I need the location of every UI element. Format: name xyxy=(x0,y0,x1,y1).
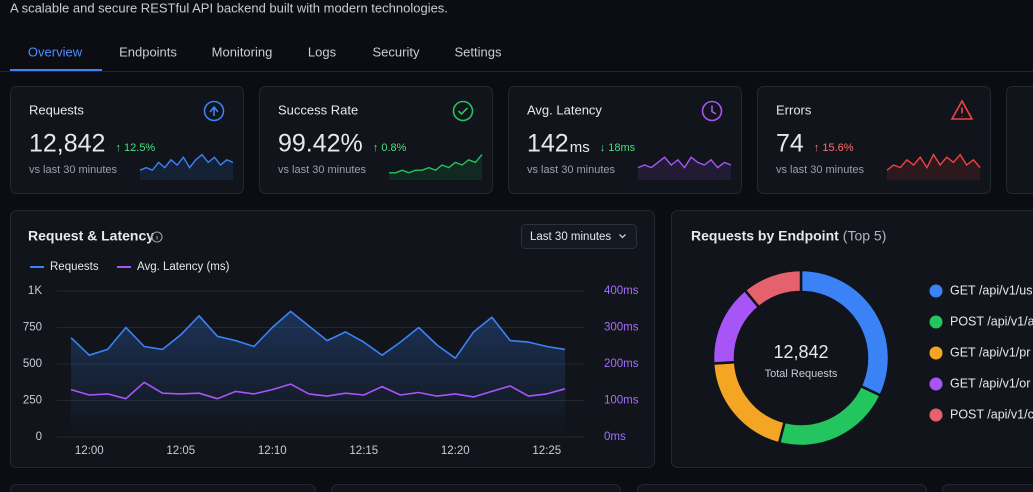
kpi-title: Avg. Latency xyxy=(527,102,602,117)
sparkline-area xyxy=(389,154,482,180)
sparkline xyxy=(389,154,483,174)
x-tick-label: 12:20 xyxy=(441,445,470,457)
errors-icon xyxy=(950,99,974,120)
kpi-value: 99.42% xyxy=(278,130,363,158)
y-tick-label: 750 xyxy=(23,322,42,334)
legend-label: Avg. Latency (ms) xyxy=(137,261,230,273)
card xyxy=(331,484,621,492)
period-dropdown[interactable] xyxy=(521,224,637,249)
tab[interactable]: Logs xyxy=(308,44,337,59)
y-tick-label: 250 xyxy=(23,395,42,407)
kpi-title: Success Rate xyxy=(278,102,358,117)
kpi-card xyxy=(10,86,244,194)
kpi-value: 74 xyxy=(776,130,804,158)
y2-tick-label: 200ms xyxy=(604,358,639,370)
x-tick-label: 12:05 xyxy=(166,445,195,457)
legend-label: Requests xyxy=(50,261,99,273)
sparkline-area xyxy=(140,154,233,180)
sparkline xyxy=(637,156,732,169)
x-tick-label: 12:25 xyxy=(532,445,561,457)
info-icon xyxy=(151,231,163,243)
panel-title: Requests by Endpoint xyxy=(691,228,839,244)
legend-label: GET /api/v1/or xyxy=(950,376,1030,390)
sparkline xyxy=(886,153,981,171)
legend-label: GET /api/v1/use xyxy=(950,283,1033,297)
kpi-note: vs last 30 minutes xyxy=(29,164,118,176)
y-tick-label: 1K xyxy=(28,285,42,297)
period-label[interactable]: Last 30 minutes xyxy=(530,231,611,243)
y-tick-label: 500 xyxy=(23,358,42,370)
sparkline-area xyxy=(887,154,980,180)
kpi-note: vs last 30 minutes xyxy=(278,164,367,176)
kpi-note: vs last 30 minutes xyxy=(776,164,865,176)
kpi-change: ↑ 15.6% xyxy=(814,142,854,154)
dropdown-chevron[interactable] xyxy=(619,234,626,239)
latency-icon xyxy=(701,100,723,122)
kpi-value: 12,842 xyxy=(29,130,105,158)
kpi-change: ↑ 12.5% xyxy=(115,142,155,154)
kpi-card xyxy=(757,86,991,194)
legend-label: POST /api/v1/c xyxy=(950,407,1033,421)
x-tick-label: 12:10 xyxy=(258,445,287,457)
line-series xyxy=(70,310,566,359)
x-tick-label: 12:00 xyxy=(75,445,104,457)
legend-swatch xyxy=(929,408,943,422)
kpi-card xyxy=(1006,86,1033,194)
card xyxy=(942,484,1033,492)
sparkline xyxy=(139,153,234,172)
kpi-value: 142 xyxy=(527,130,569,158)
legend-label: GET /api/v1/pr xyxy=(950,345,1030,359)
card xyxy=(10,484,316,492)
kpi-note: vs last 30 minutes xyxy=(527,164,616,176)
line-series xyxy=(70,381,566,400)
tab[interactable]: Overview xyxy=(28,44,83,59)
legend-swatch xyxy=(929,377,943,391)
kpi-change: ↑ 0.8% xyxy=(373,142,407,154)
y2-tick-label: 400ms xyxy=(604,285,639,297)
y2-tick-label: 100ms xyxy=(604,395,639,407)
legend-swatch xyxy=(929,346,943,360)
y-tick-label: 0 xyxy=(36,431,42,443)
y2-tick-label: 300ms xyxy=(604,322,639,334)
donut-center-label: Total Requests xyxy=(765,368,838,380)
kpi-unit: ms xyxy=(570,139,590,156)
active-tab-indicator xyxy=(10,69,102,71)
kpi-title: Errors xyxy=(776,102,812,117)
y2-tick-label: 0ms xyxy=(604,431,626,443)
donut-segment xyxy=(743,268,803,309)
kpi-title: Requests xyxy=(29,102,84,117)
success-icon xyxy=(452,100,474,122)
legend-swatch xyxy=(929,315,943,329)
tab[interactable]: Security xyxy=(373,44,420,59)
panel-subtitle: (Top 5) xyxy=(843,228,887,244)
subtitle: A scalable and secure RESTful API backen… xyxy=(10,0,448,15)
requests-icon xyxy=(203,100,225,122)
tab[interactable]: Endpoints xyxy=(119,44,177,59)
legend-label: POST /api/v1/a xyxy=(950,314,1033,328)
kpi-change: ↓ 18ms xyxy=(600,142,636,154)
panel-title: Request & Latency xyxy=(28,228,154,244)
requests-by-endpoint-panel xyxy=(671,210,1033,468)
tab[interactable]: Monitoring xyxy=(212,44,273,59)
tab[interactable]: Settings xyxy=(455,44,502,59)
x-tick-label: 12:15 xyxy=(349,445,378,457)
card xyxy=(637,484,927,492)
donut-center-value: 12,842 xyxy=(773,342,828,362)
line-area xyxy=(71,311,566,437)
kpi-card xyxy=(259,86,493,194)
legend-swatch xyxy=(929,284,943,298)
